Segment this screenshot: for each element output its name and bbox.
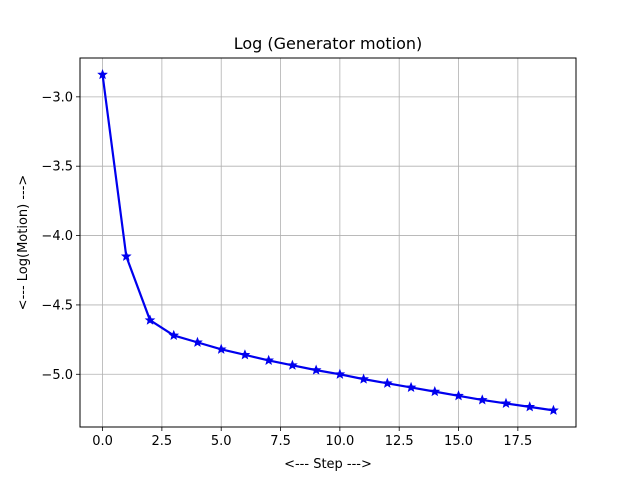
x-axis-label: <--- Step --->: [284, 457, 372, 472]
y-tick-label: −3.5: [41, 160, 73, 175]
x-tick-label: 7.5: [270, 434, 291, 449]
data-point-marker: [239, 349, 251, 360]
data-point-marker: [453, 390, 464, 401]
data-point-marker: [476, 394, 488, 405]
data-point-marker: [215, 343, 227, 354]
data-point-marker: [168, 329, 180, 340]
data-point-marker: [548, 404, 559, 415]
data-point-marker: [382, 377, 393, 388]
data-point-marker: [97, 69, 108, 80]
data-point-marker: [144, 314, 156, 325]
x-tick-label: 2.5: [152, 434, 173, 449]
data-point-marker: [334, 368, 346, 379]
data-point-marker: [310, 364, 322, 375]
x-tick-label: 15.0: [444, 434, 473, 449]
data-point-marker: [500, 397, 512, 408]
y-axis-label: <--- Log(Motion) --->: [16, 175, 31, 311]
grid: [80, 58, 576, 427]
series: [97, 69, 559, 415]
data-point-marker: [405, 381, 417, 393]
data-point-marker: [120, 250, 132, 261]
data-point-marker: [524, 401, 536, 412]
x-tick-label: 5.0: [211, 434, 232, 449]
y-tick-label: −4.0: [41, 229, 73, 244]
y-tick-label: −5.0: [41, 368, 73, 383]
y-tick-label: −3.0: [41, 90, 73, 105]
data-point-marker: [429, 386, 441, 397]
plot-frame: [79, 57, 577, 428]
ticks: 0.0 2.5 5.0 7.5 10.0 12.5 15.0 17.5 −3.0 −3.5 −4.0…: [41, 90, 532, 449]
chart-title: Log (Generator motion): [234, 34, 423, 53]
data-point-marker: [287, 359, 298, 370]
data-point-marker: [263, 354, 274, 365]
y-tick-label: −4.5: [41, 298, 73, 313]
x-tick-label: 12.5: [385, 434, 414, 449]
x-tick-label: 0.0: [92, 434, 113, 449]
data-point-marker: [358, 373, 369, 384]
x-tick-label: 17.5: [503, 434, 532, 449]
data-point-marker: [192, 336, 203, 347]
x-tick-label: 10.0: [325, 434, 354, 449]
